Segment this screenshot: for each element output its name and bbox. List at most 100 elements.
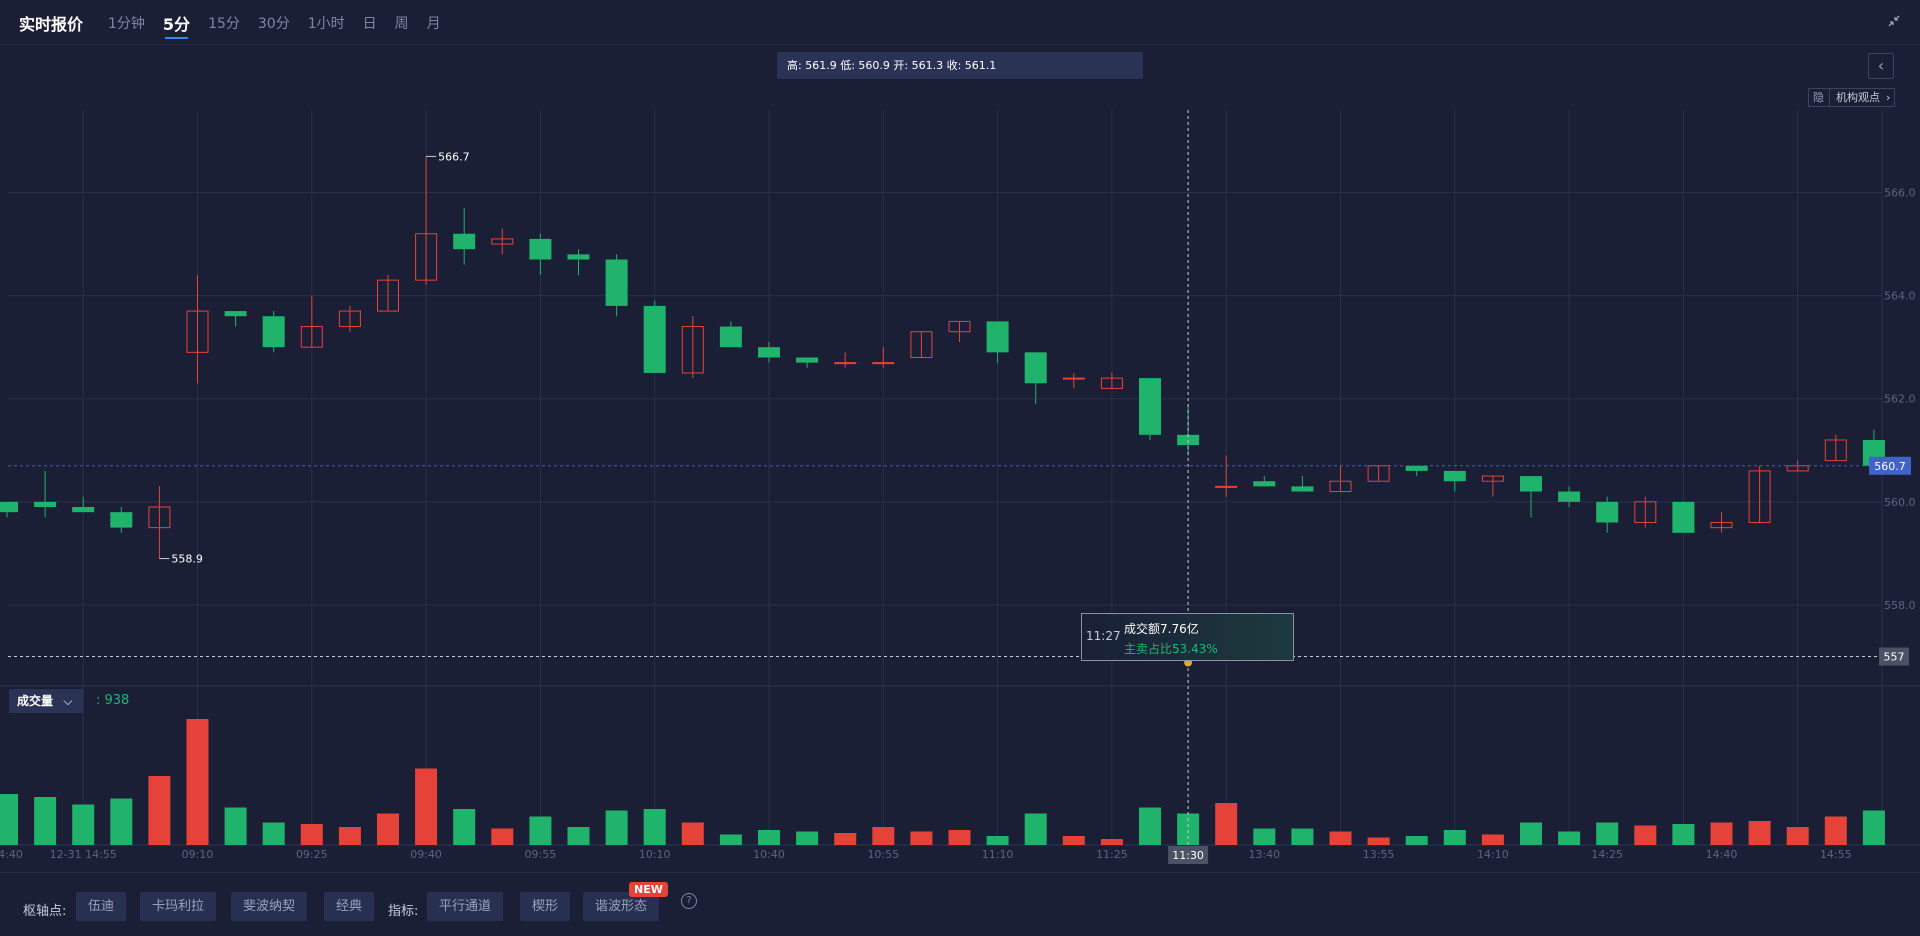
x-tick-label: 10:40 xyxy=(753,848,785,861)
pivot-classic-button[interactable]: 经典 xyxy=(324,892,375,921)
pivot-woodie-button[interactable]: 伍迪 xyxy=(76,892,127,921)
volume-bar xyxy=(1367,837,1390,845)
candle-body-up xyxy=(1634,501,1657,523)
y-tick-label: 560.0 xyxy=(1884,496,1916,509)
candle-body-up xyxy=(338,310,361,328)
volume-bar xyxy=(72,804,95,845)
candle-body-down xyxy=(796,357,819,363)
volume-bar xyxy=(910,831,933,845)
x-tick-label: 14:40 xyxy=(1706,848,1738,861)
volume-bar xyxy=(110,798,133,845)
candle-body-down xyxy=(1443,470,1466,482)
chevron-left-icon: ‹ xyxy=(1877,56,1885,75)
volume-bar xyxy=(1710,822,1733,845)
candle-body-up xyxy=(1710,521,1733,529)
tab-week[interactable]: 周 xyxy=(394,16,409,32)
x-axis-labels: 14:40 12-31 14:55 09:10 09:25 09:40 09:55 10:1… xyxy=(0,848,1852,861)
volume-bar xyxy=(1596,822,1619,845)
candle-body-down xyxy=(224,311,247,317)
panel-toggle-button[interactable]: ‹ xyxy=(1868,53,1894,79)
x-tick-label: 14:40 xyxy=(0,848,23,861)
help-icon[interactable]: ? xyxy=(681,893,697,909)
wedge-button[interactable]: 楔形 xyxy=(520,892,571,921)
volume-bar xyxy=(262,822,285,845)
tab-month[interactable]: 月 xyxy=(426,16,441,32)
tab-1hour[interactable]: 1小时 xyxy=(307,16,345,32)
candle-body-down xyxy=(719,326,742,348)
volume-bar xyxy=(796,831,819,845)
pivot-fibonacci-button[interactable]: 斐波纳契 xyxy=(231,892,308,921)
volume-bar xyxy=(605,810,628,845)
candle-body-down xyxy=(1405,465,1428,471)
volume-bar xyxy=(186,719,209,845)
candlestick-chart[interactable]: 566.0 564.0 562.0 560.0 558.0 566.7 558.9 14:… xyxy=(0,0,1920,872)
collapse-icon[interactable] xyxy=(1886,13,1902,29)
opinion-button[interactable]: 隐 机构观点 › xyxy=(1808,88,1896,107)
tab-5min[interactable]: 5分 xyxy=(163,11,190,39)
volume-bar xyxy=(1024,813,1047,845)
hide-toggle[interactable]: 隐 xyxy=(1813,89,1830,106)
candle-body-down xyxy=(262,316,285,348)
tab-30min[interactable]: 30分 xyxy=(257,16,290,32)
tooltip-amount: 成交额7.76亿 xyxy=(1124,622,1199,636)
volume-bar xyxy=(338,827,361,845)
volume-bar xyxy=(1558,831,1581,845)
volume-bar xyxy=(643,809,666,845)
tab-day[interactable]: 日 xyxy=(362,16,377,32)
candle-body-down xyxy=(453,233,476,250)
volume-bar xyxy=(948,830,971,845)
volume-bar xyxy=(1100,839,1123,845)
candle-body-down xyxy=(34,501,57,508)
volume-selector-label: 成交量 xyxy=(17,694,54,708)
candle-body-down xyxy=(1024,352,1047,384)
volume-bar xyxy=(872,827,895,845)
volume-bar xyxy=(1139,807,1161,845)
volume-bar xyxy=(1329,831,1352,845)
cursor-price-tag xyxy=(1879,647,1909,666)
tab-1min[interactable]: 1分钟 xyxy=(108,16,145,32)
pivot-camarilla-button[interactable]: 卡玛利拉 xyxy=(140,892,217,921)
tab-15min[interactable]: 15分 xyxy=(208,16,240,32)
candle-body-up xyxy=(1100,377,1123,389)
parallel-channel-button[interactable]: 平行通道 xyxy=(427,892,504,921)
volume-bar xyxy=(1748,821,1771,845)
volume-value: : 938 xyxy=(96,693,130,708)
current-price-label: 560.7 xyxy=(1874,460,1906,473)
candle-body-down xyxy=(605,259,628,306)
top-toolbar: 实时报价 1分钟 5分 15分 30分 1小时 日 周 月 xyxy=(0,0,1920,45)
y-tick-label: 564.0 xyxy=(1884,290,1916,303)
bottom-toolbar: 枢轴点: 伍迪 卡玛利拉 斐波纳契 经典 指标: 平行通道 楔形 谐波形态 NE… xyxy=(0,872,1920,936)
x-tick-label: 10:55 xyxy=(867,848,899,861)
x-tick-label: 10:10 xyxy=(639,848,671,861)
volume-bar xyxy=(1177,813,1200,845)
volume-bar xyxy=(1634,825,1657,845)
candle-body-up xyxy=(910,331,933,358)
volume-bar xyxy=(1291,828,1314,845)
y-tick-label: 562.0 xyxy=(1884,393,1916,406)
volume-bar xyxy=(300,824,323,845)
volume-bar xyxy=(529,816,552,845)
candle-body-up xyxy=(948,320,971,333)
x-tick-label: 09:40 xyxy=(410,848,442,861)
volume-bar xyxy=(148,776,171,845)
candle-body-up xyxy=(872,362,895,365)
candle-body-up xyxy=(834,362,857,365)
candle-body-up xyxy=(1481,475,1504,482)
page-title: 实时报价 xyxy=(19,15,84,34)
volume-bar xyxy=(1405,836,1428,845)
volume-bar xyxy=(1062,836,1085,845)
ohlc-info: 高: 561.9 低: 560.9 开: 561.3 收: 561.1 xyxy=(777,52,1143,79)
x-tick-label: 09:10 xyxy=(182,848,214,861)
chevron-right-icon: › xyxy=(1886,91,1891,104)
tooltip-time: 11:27 xyxy=(1086,629,1121,643)
candle-body-down xyxy=(1139,378,1161,435)
interval-tabs: 1分钟 5分 15分 30分 1小时 日 周 月 xyxy=(108,11,459,39)
volume-indicator-select[interactable]: 成交量 ⌵ xyxy=(9,689,83,713)
chart-overlay: 560.7 557 11:30 xyxy=(8,110,1911,864)
y-tick-label: 558.0 xyxy=(1884,599,1916,612)
indicator-label: 指标: xyxy=(388,904,419,919)
chevron-down-icon: ⌵ xyxy=(63,694,73,708)
x-tick-label: 13:40 xyxy=(1248,848,1280,861)
volume-bar xyxy=(758,830,780,845)
candle-body-down xyxy=(1177,434,1200,446)
